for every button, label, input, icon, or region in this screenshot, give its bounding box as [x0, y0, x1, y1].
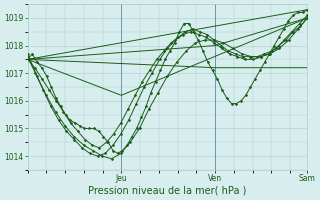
X-axis label: Pression niveau de la mer( hPa ): Pression niveau de la mer( hPa ): [88, 186, 247, 196]
